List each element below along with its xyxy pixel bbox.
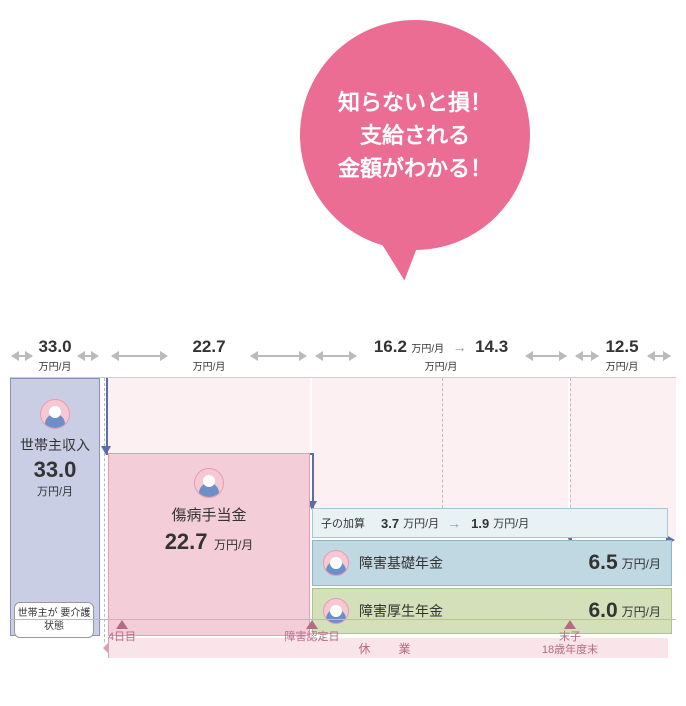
col2-value: 22.7 (165, 529, 208, 554)
top-seg-2: 22.7 万円/月 (108, 337, 310, 375)
avatar-icon (323, 550, 349, 576)
avatar-icon (40, 399, 70, 429)
col1-title: 世帯主収入 (11, 435, 99, 455)
col-household-income: 世帯主収入 33.0 万円/月 (10, 378, 100, 636)
timeline-marker (116, 620, 128, 629)
callout-bubble: 知らないと損！ 支給される 金額がわかる！ (300, 20, 550, 300)
step-arrow (106, 378, 108, 453)
top-value-row: 33.0 万円/月 22.7 万円/月 16.2 万円/月 → 14.3 万円/… (10, 335, 676, 377)
col1-value: 33.0 (11, 457, 99, 483)
row-child-addition: 子の加算 3.7 万円/月 → 1.9 万円/月 (312, 508, 668, 538)
top-seg-1: 33.0 万円/月 (10, 337, 100, 375)
avatar-icon (194, 468, 224, 498)
timeline: 4日目 障害認定日 末子 18歳年度末 (10, 619, 676, 669)
timeline-marker (306, 620, 318, 629)
col-sickness-allowance: 傷病手当金 22.7 万円/月 (108, 453, 310, 636)
arrow-left-1 (12, 355, 32, 357)
top-seg-4: 12.5 万円/月 (572, 337, 672, 375)
col2-unit: 万円/月 (214, 538, 253, 552)
benefit-chart: 33.0 万円/月 22.7 万円/月 16.2 万円/月 → 14.3 万円/… (10, 335, 676, 695)
right-arrow-icon: → (453, 339, 467, 355)
chart-body: 世帯主収入 33.0 万円/月 傷病手当金 22.7 万円/月 子の加算 3.7… (10, 377, 676, 635)
arrow-right-1 (78, 355, 98, 357)
timeline-marker (564, 620, 576, 629)
bubble-text: 知らないと損！ 支給される 金額がわかる！ (338, 86, 492, 185)
top-seg-3: 16.2 万円/月 → 14.3 万円/月 (312, 337, 570, 375)
right-arrow-icon: → (447, 515, 461, 531)
col1-unit: 万円/月 (11, 483, 99, 499)
col2-title: 傷病手当金 (109, 504, 309, 525)
row-disability-basic-pension: 障害基礎年金 6.5 万円/月 (312, 540, 672, 586)
bubble-circle: 知らないと損！ 支給される 金額がわかる！ (300, 20, 530, 250)
